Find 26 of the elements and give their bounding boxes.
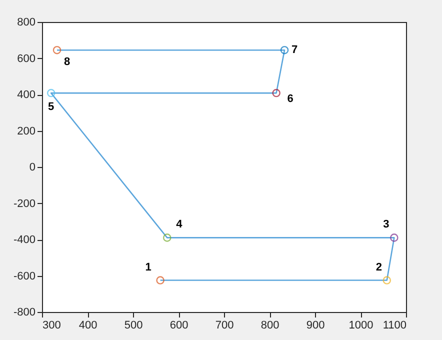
- x-tick-label: 1100: [382, 320, 406, 332]
- x-tick-label: 500: [124, 320, 143, 332]
- x-tick-label: 1000: [348, 320, 374, 332]
- annotation: 5: [48, 101, 54, 114]
- x-tick-label: 700: [215, 320, 234, 332]
- x-tick-label: 400: [78, 320, 98, 332]
- annotation: 1: [145, 261, 152, 274]
- y-tick-label: 800: [17, 16, 36, 28]
- x-tick-label: 600: [170, 320, 188, 332]
- y-tick-label: -400: [13, 234, 36, 246]
- annotation: 4: [176, 218, 184, 231]
- y-tick-label: -600: [13, 270, 36, 282]
- annotation: 2: [376, 261, 382, 274]
- y-tick-label: 200: [17, 125, 36, 138]
- y-tick-label: -200: [13, 198, 36, 210]
- y-tick-label: 600: [17, 52, 36, 65]
- y-tick-label: 400: [17, 89, 36, 101]
- x-tick-label: 900: [306, 320, 325, 332]
- y-tick-label: -800: [13, 306, 36, 318]
- x-tick-label: 300: [42, 320, 61, 332]
- y-tick-label: 0: [29, 162, 36, 174]
- annotation: 8: [64, 56, 70, 68]
- annotation: 3: [383, 218, 390, 231]
- annotation: 7: [291, 44, 298, 56]
- x-tick-label: 800: [260, 320, 280, 332]
- annotation: 6: [287, 93, 294, 106]
